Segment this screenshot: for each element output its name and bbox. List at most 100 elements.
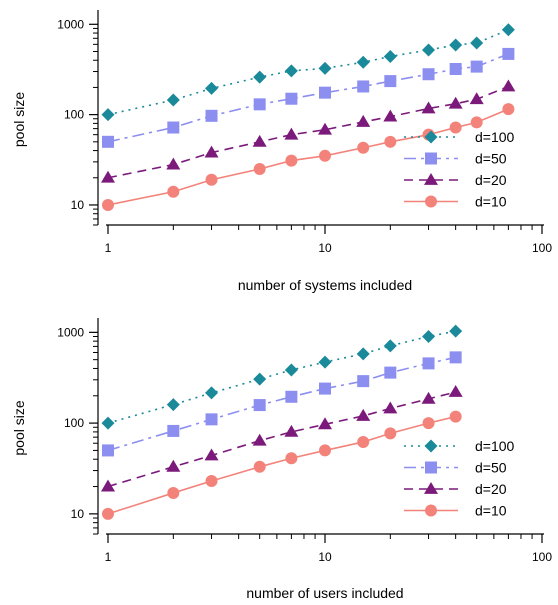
legend-label: d=50 — [475, 460, 507, 476]
legend-marker — [424, 173, 438, 185]
data-point — [166, 157, 181, 170]
data-point — [166, 93, 180, 107]
data-point — [422, 43, 436, 57]
series-d=50 — [102, 47, 515, 148]
data-point — [357, 80, 370, 93]
data-point — [383, 401, 398, 414]
data-point — [253, 70, 267, 84]
x-axis-label: number of systems included — [238, 277, 412, 293]
x-tick-label: 10 — [318, 241, 332, 255]
data-point — [319, 382, 331, 395]
data-point — [102, 135, 114, 148]
chart-panel-2: 10 100 1000 1 10 100 number of users included p… — [11, 318, 552, 601]
data-point — [501, 79, 516, 92]
data-point — [102, 507, 114, 520]
series-line — [107, 29, 509, 116]
data-point — [449, 121, 462, 134]
legend-marker — [425, 152, 437, 165]
data-point — [384, 366, 397, 379]
data-point — [383, 109, 398, 122]
series-d=100 — [101, 23, 515, 122]
data-point — [205, 386, 219, 400]
legend-label: d=100 — [475, 129, 515, 145]
series-line — [107, 85, 509, 179]
data-point — [101, 416, 115, 430]
data-point — [252, 134, 267, 147]
y-tick-label: 100 — [64, 108, 84, 122]
data-point — [357, 435, 370, 448]
data-point — [319, 86, 331, 99]
data-point — [357, 375, 370, 388]
legend-marker — [425, 504, 437, 517]
data-point — [166, 398, 180, 412]
data-point — [422, 417, 435, 430]
legend-label: d=100 — [475, 438, 515, 454]
data-point — [356, 408, 371, 421]
data-point — [102, 444, 114, 457]
data-point — [285, 154, 298, 167]
series-d=20 — [101, 385, 463, 492]
data-point — [101, 479, 115, 492]
data-point — [319, 149, 331, 162]
data-point — [205, 173, 218, 186]
data-point — [205, 413, 218, 426]
data-point — [422, 68, 435, 81]
data-point — [101, 108, 115, 122]
data-point — [469, 92, 484, 105]
data-point — [167, 121, 180, 134]
series-d=50 — [102, 351, 462, 457]
data-point — [449, 62, 462, 75]
legend-label: d=20 — [475, 481, 507, 497]
data-point — [167, 185, 180, 198]
legend-label: d=10 — [475, 503, 507, 519]
data-point — [253, 163, 266, 176]
x-tick-label: 1 — [105, 241, 112, 255]
legend-marker — [424, 439, 438, 453]
x-tick-label: 1 — [105, 550, 112, 564]
data-point — [285, 92, 298, 105]
data-point — [384, 75, 397, 88]
y-tick-label: 1000 — [57, 325, 84, 339]
data-point — [318, 122, 332, 135]
data-point — [318, 61, 332, 75]
data-point — [449, 324, 463, 338]
x-tick-label: 10 — [318, 550, 332, 564]
x-axis-label: number of users included — [246, 585, 403, 601]
data-point — [449, 410, 462, 423]
data-point — [101, 170, 115, 183]
data-point — [167, 486, 180, 499]
data-point — [318, 355, 332, 369]
series-d=100 — [101, 324, 463, 430]
data-point — [502, 103, 515, 116]
y-tick-label: 1000 — [57, 17, 84, 31]
data-point — [356, 347, 370, 361]
data-point — [422, 357, 435, 370]
series-line — [107, 356, 456, 452]
data-point — [167, 424, 180, 437]
y-tick-label: 100 — [64, 416, 84, 430]
data-point — [422, 329, 436, 343]
legend-label: d=50 — [475, 151, 507, 167]
data-point — [318, 417, 332, 430]
data-point — [356, 114, 371, 127]
data-point — [253, 460, 266, 473]
data-point — [205, 475, 218, 488]
data-point — [470, 116, 483, 129]
data-point — [284, 363, 298, 377]
data-point — [384, 135, 397, 148]
legend-marker — [424, 482, 438, 494]
data-point — [357, 141, 370, 154]
series-line — [107, 330, 456, 424]
y-axis-label: pool size — [11, 400, 27, 455]
data-point — [166, 459, 181, 472]
legend-marker — [425, 461, 437, 474]
legend: d=100 d=50 d=20 d=10 — [404, 129, 515, 210]
data-point — [205, 81, 219, 95]
x-tick-label: 100 — [532, 550, 552, 564]
x-tick-label: 100 — [532, 241, 552, 255]
data-point — [470, 36, 484, 50]
data-point — [470, 60, 483, 73]
data-point — [449, 38, 463, 52]
data-point — [383, 339, 397, 353]
data-point — [252, 433, 267, 446]
